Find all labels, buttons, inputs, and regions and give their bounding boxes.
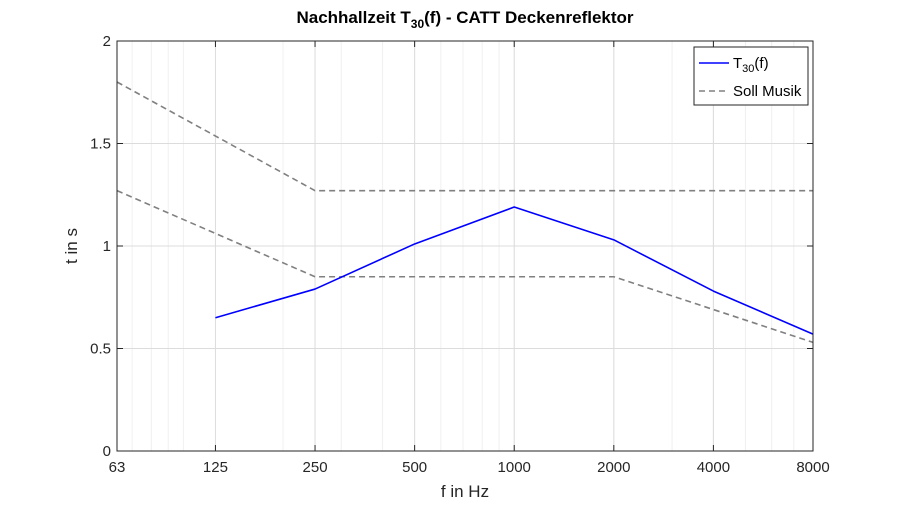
series-line-t30 xyxy=(215,206,814,335)
legend-t30-suffix: (f) xyxy=(754,55,768,72)
x-tick-label: 4000 xyxy=(697,459,730,476)
series-layer xyxy=(116,81,814,344)
legend-box xyxy=(693,46,809,106)
y-tick-label: 0 xyxy=(103,443,111,460)
x-tick-label: 250 xyxy=(303,459,328,476)
y-tick-label: 1.5 xyxy=(90,136,111,153)
chart-title-subscript: 30 xyxy=(411,17,425,31)
series-line-soll-lower xyxy=(116,189,814,344)
series-line-soll-upper xyxy=(116,81,813,192)
x-tick-label: 125 xyxy=(203,459,228,476)
y-tick-label: 1 xyxy=(103,238,111,255)
x-tick-label: 2000 xyxy=(597,459,630,476)
x-axis-label: f in Hz xyxy=(441,482,489,501)
x-tick-label: 1000 xyxy=(498,459,531,476)
y-tick-label: 2 xyxy=(103,33,111,50)
x-tick-label: 8000 xyxy=(796,459,829,476)
chart-title-suffix: (f) - CATT Deckenreflektor xyxy=(424,8,634,27)
x-tick-labels: 63 125 250 500 1000 2000 4000 8000 xyxy=(109,459,830,476)
tick-marks xyxy=(116,40,814,452)
legend-t30-subscript: 30 xyxy=(742,63,754,75)
chart-title-prefix: Nachhallzeit T xyxy=(296,8,411,27)
y-tick-label: 0.5 xyxy=(90,341,111,358)
legend-label-soll: Soll Musik xyxy=(733,83,802,100)
y-axis-label: t in s xyxy=(62,228,81,264)
x-tick-label: 500 xyxy=(402,459,427,476)
legend-label-t30: T30(f) xyxy=(733,55,769,75)
legend: T30(f) Soll Musik xyxy=(693,46,809,106)
legend-t30-prefix: T xyxy=(733,55,742,72)
x-tick-label: 63 xyxy=(109,459,126,476)
chart-title: Nachhallzeit T30(f) - CATT Deckenreflekt… xyxy=(296,8,633,31)
y-tick-labels: 0 0.5 1 1.5 2 xyxy=(90,33,111,460)
